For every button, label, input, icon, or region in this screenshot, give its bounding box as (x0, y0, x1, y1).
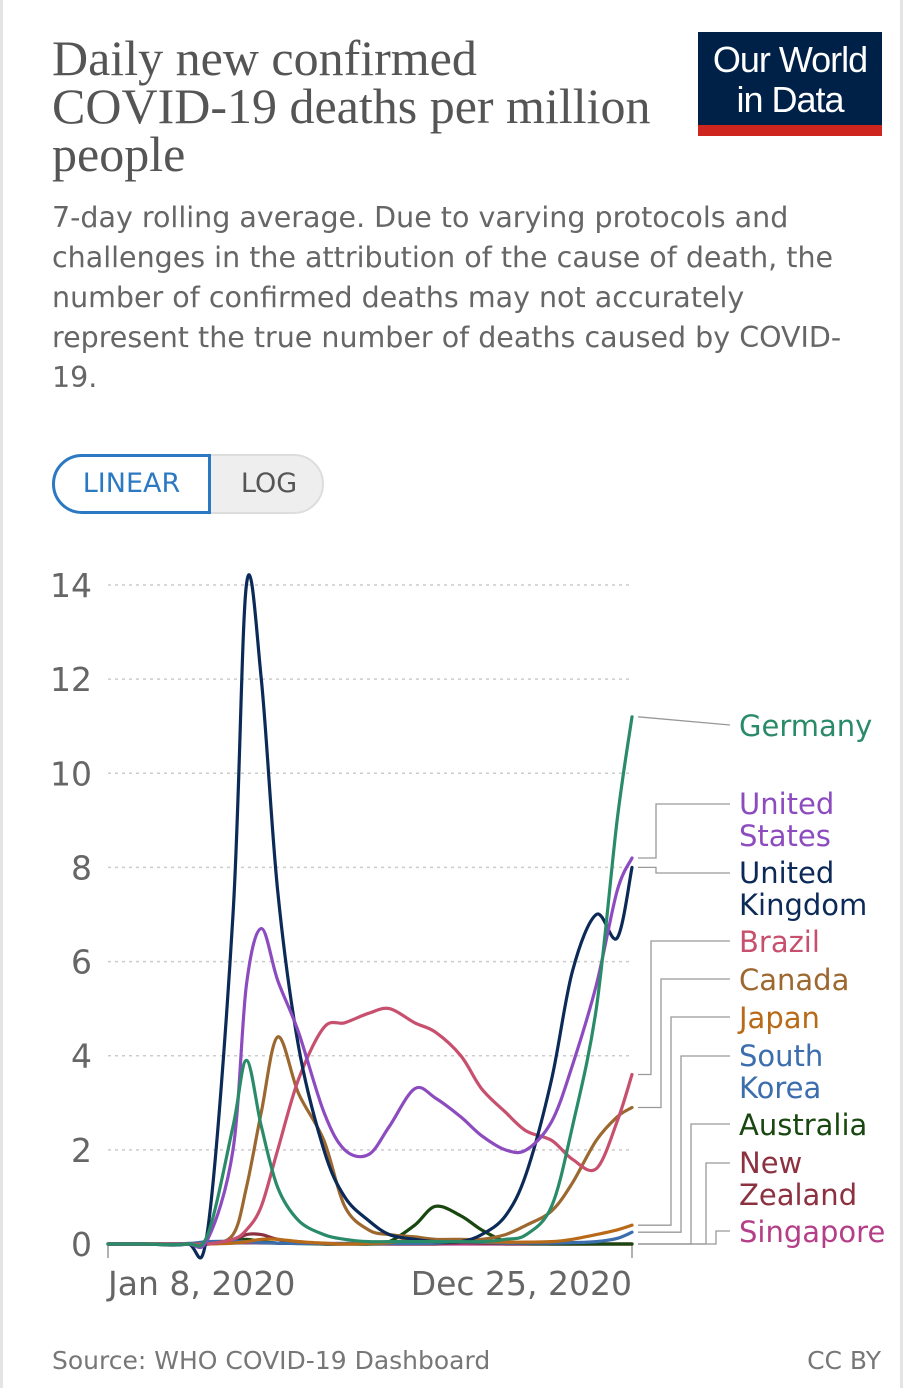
legend-label-brazil[interactable]: Brazil (739, 925, 820, 959)
logo-line1: Our World (712, 39, 868, 80)
legend-connector-brazil (638, 940, 730, 1076)
y-tick-label: 14 (50, 566, 92, 605)
series-line-brazil[interactable] (106, 1006, 634, 1246)
y-tick-label: 8 (71, 848, 92, 887)
legend-label-united-kingdom[interactable]: United Kingdom (739, 856, 867, 922)
scale-toggle: LINEAR LOG (52, 454, 324, 514)
license-link[interactable]: CC BY (807, 1346, 881, 1375)
legend-label-singapore[interactable]: Singapore (739, 1215, 885, 1249)
y-tick-label: 6 (71, 943, 92, 982)
y-tick-label: 12 (50, 660, 92, 699)
line-chart: 0 2 4 6 8 10 12 14 Jan 8, 2020 Dec 25, 2020 Ger… (50, 566, 885, 1303)
series-line-australia[interactable] (106, 1204, 634, 1246)
legend-connector-united-kingdom (638, 866, 730, 874)
source-note: Source: WHO COVID-19 Dashboard (52, 1346, 491, 1375)
legend-connector-australia (638, 1123, 730, 1245)
legend-label-germany[interactable]: Germany (739, 709, 872, 743)
y-axis-ticks: 0 2 4 6 8 10 12 14 (50, 566, 92, 1264)
x-tick-label-start: Jan 8, 2020 (106, 1264, 295, 1303)
logo-text: Our World in Data (698, 40, 882, 120)
frame-left-border (0, 0, 3, 1388)
chart-subtitle: 7-day rolling average. Due to varying pr… (52, 201, 842, 394)
legend-label-australia[interactable]: Australia (739, 1108, 867, 1142)
legend-label-japan[interactable]: Japan (737, 1001, 820, 1035)
chart-title: Daily new confirmed COVID-19 deaths per … (52, 30, 651, 182)
y-tick-label: 4 (71, 1037, 92, 1076)
legend-connector-japan (638, 1016, 730, 1226)
legend-connector-united-states (638, 803, 730, 859)
linear-scale-button[interactable]: LINEAR (52, 454, 211, 514)
x-axis: Jan 8, 2020 Dec 25, 2020 (106, 1243, 633, 1303)
logo-red-bar (698, 125, 882, 136)
legend-connector-south-korea (638, 1055, 730, 1233)
y-tick-label: 0 (71, 1225, 92, 1264)
legend-connector-singapore (638, 1230, 730, 1245)
gridlines (108, 584, 632, 1151)
x-tick-label-end: Dec 25, 2020 (411, 1264, 632, 1303)
series-line-united-kingdom[interactable] (106, 573, 634, 1260)
legend-label-south-korea[interactable]: South Korea (739, 1039, 823, 1105)
legend-label-united-states[interactable]: United States (739, 787, 834, 853)
legend-connector-germany (637, 716, 731, 726)
series-lines (106, 573, 634, 1260)
series-line-united-states[interactable] (106, 856, 634, 1250)
logo-line2: in Data (736, 79, 844, 120)
series-line-germany[interactable] (106, 715, 634, 1248)
frame-right-border (900, 0, 903, 1388)
legend-connector-canada (638, 978, 730, 1109)
y-tick-label: 2 (71, 1131, 92, 1170)
log-scale-button[interactable]: LOG (240, 468, 298, 499)
legend-label-canada[interactable]: Canada (739, 963, 849, 997)
legend-label-new-zealand[interactable]: New Zealand (739, 1146, 857, 1212)
owid-logo[interactable]: Our World in Data (698, 32, 882, 136)
series-line-canada[interactable] (106, 1035, 634, 1247)
y-tick-label: 10 (50, 754, 92, 793)
